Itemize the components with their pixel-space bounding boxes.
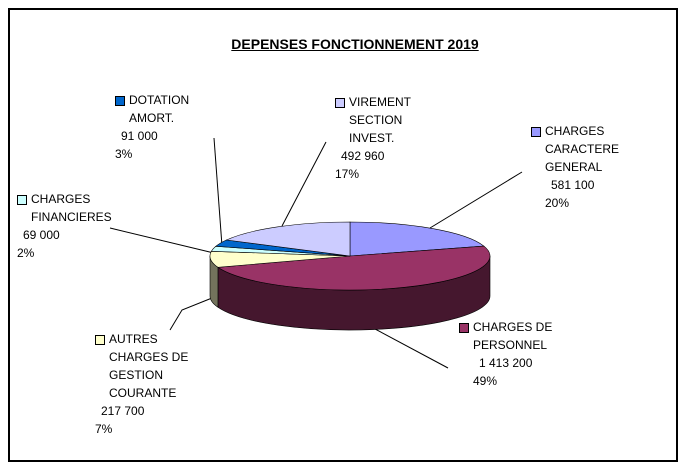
value-label: 91 000: [121, 129, 158, 143]
slice-label: AUTRES CHARGES DE GESTION COURANTE 217 70…: [95, 330, 189, 438]
category-label: CHARGES FINANCIERES: [31, 192, 112, 224]
slice-label: CHARGES FINANCIERES 69 000 2%: [17, 190, 112, 262]
legend-swatch: [531, 127, 541, 137]
value-label: 1 413 200: [479, 356, 533, 370]
percent-label: 49%: [473, 374, 498, 388]
legend-swatch: [459, 323, 469, 333]
value-label: 69 000: [23, 228, 60, 242]
leader-line: [213, 137, 223, 247]
legend-swatch: [17, 195, 27, 205]
legend-swatch: [95, 335, 105, 345]
value-label: 581 100: [551, 178, 595, 192]
leader-line: [169, 297, 213, 331]
value-label: 492 960: [341, 149, 385, 163]
chart-title: DEPENSES FONCTIONNEMENT 2019: [231, 36, 479, 52]
slice: [225, 221, 351, 257]
legend-swatch: [335, 98, 345, 108]
category-label: VIREMENT SECTION INVEST.: [349, 95, 412, 145]
slice-label: VIREMENT SECTION INVEST. 492 960 17%: [335, 93, 412, 183]
slice: [349, 221, 485, 257]
slice-label: CHARGES DE PERSONNEL 1 413 200 49%: [473, 318, 552, 390]
category-label: CHARGES CARACTERE GENERAL: [545, 124, 620, 174]
legend-swatch: [115, 96, 125, 106]
category-label: DOTATION AMORT.: [129, 93, 190, 125]
pie-tops: [209, 221, 491, 291]
percent-label: 17%: [335, 167, 360, 181]
leader-line: [429, 171, 523, 229]
percent-label: 7%: [95, 422, 113, 436]
value-label: 217 700: [101, 404, 145, 418]
slice: [217, 245, 491, 291]
slice-label: DOTATION AMORT. 91 000 3%: [115, 91, 190, 163]
percent-label: 20%: [545, 196, 570, 210]
leader-line: [281, 141, 327, 227]
percent-label: 2%: [17, 246, 35, 260]
leader-line: [109, 227, 219, 255]
pie-sides: [209, 255, 491, 331]
category-label: CHARGES DE PERSONNEL: [473, 320, 553, 352]
category-label: AUTRES CHARGES DE GESTION COURANTE: [109, 332, 189, 400]
percent-label: 3%: [115, 147, 133, 161]
slice-label: CHARGES CARACTERE GENERAL 581 100 20%: [545, 122, 619, 212]
